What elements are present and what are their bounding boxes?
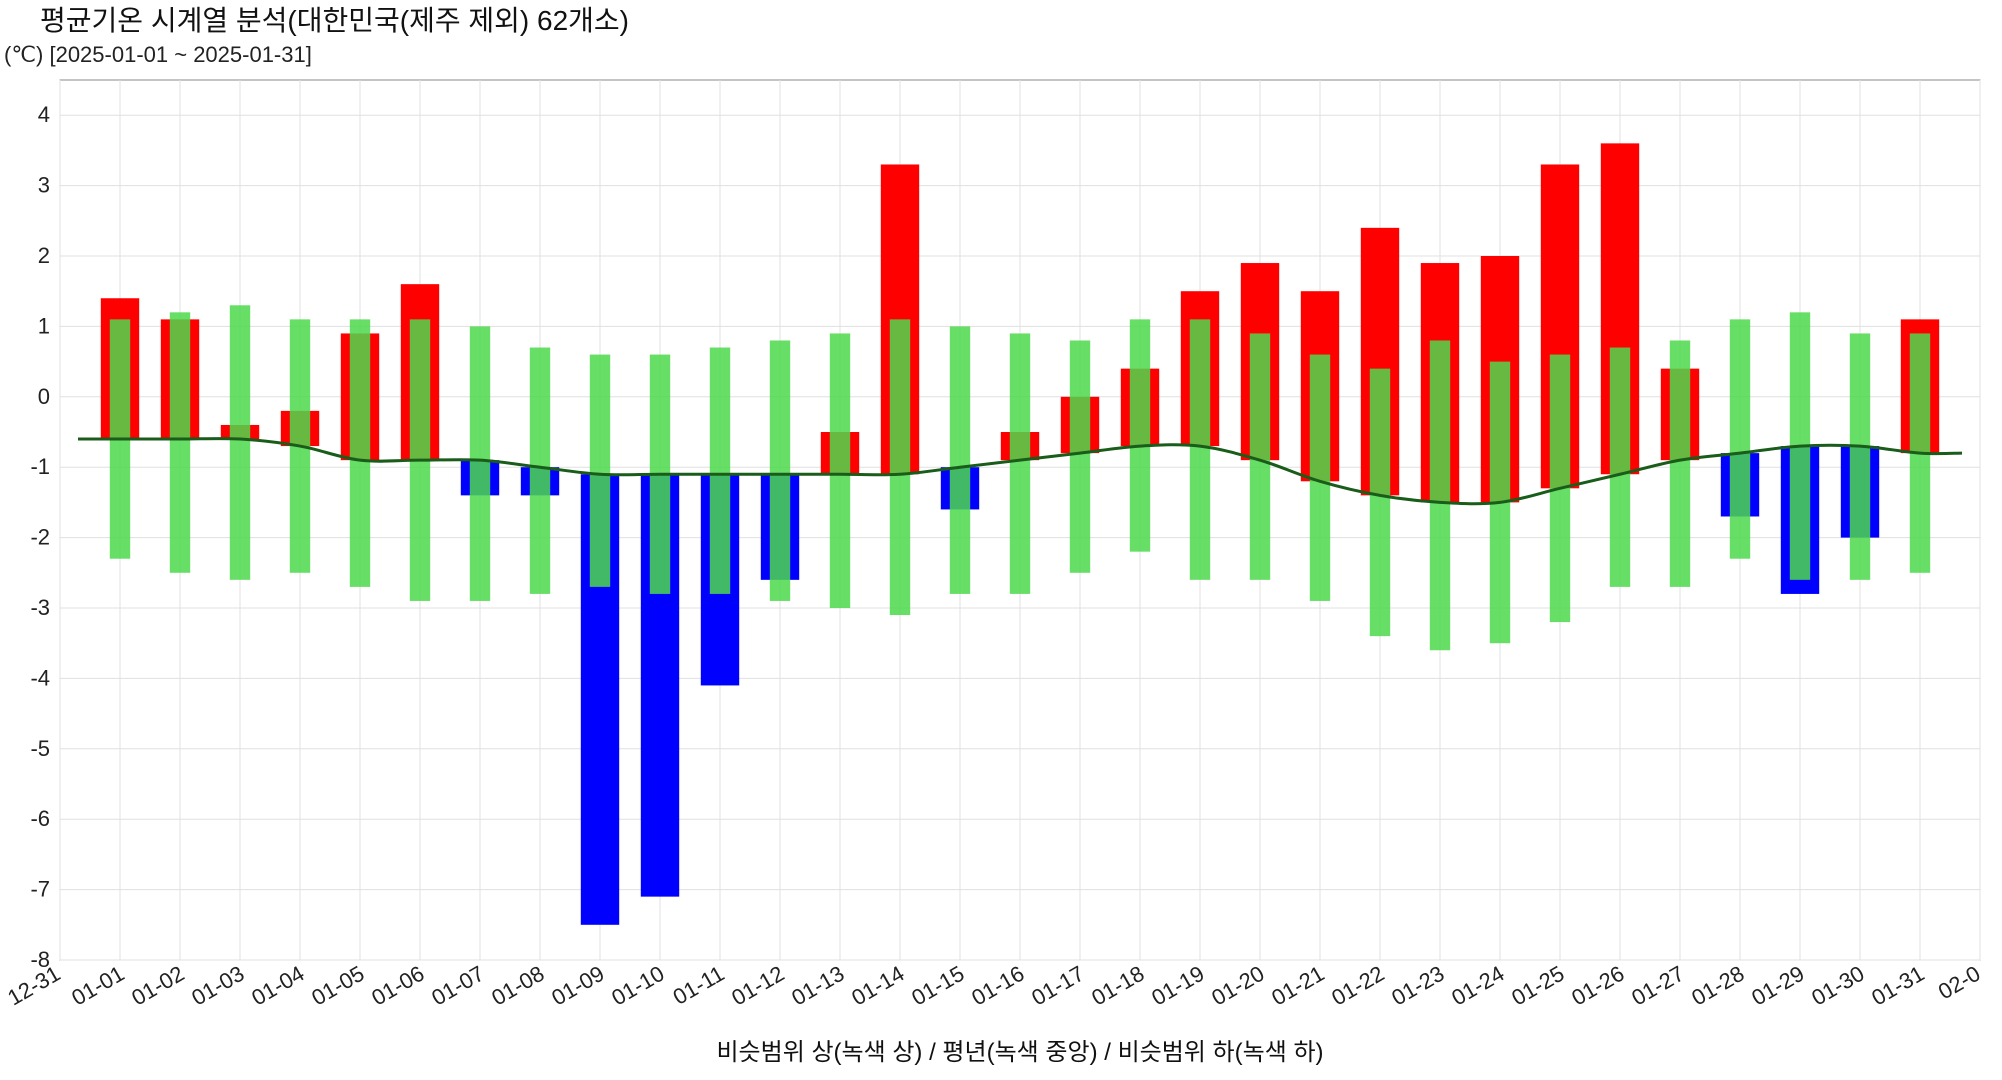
- y-tick-label: -5: [30, 736, 50, 761]
- range-bar: [1010, 333, 1030, 593]
- range-bar: [950, 326, 970, 594]
- range-bar: [830, 333, 850, 608]
- y-tick-label: 0: [38, 384, 50, 409]
- range-bar: [770, 340, 790, 600]
- range-bar: [1430, 340, 1450, 650]
- chart-svg: 평균기온 시계열 분석(대한민국(제주 제외) 62개소) (℃) [2025-0…: [0, 0, 2002, 1080]
- range-bar: [1730, 319, 1750, 558]
- y-tick-label: -6: [30, 806, 50, 831]
- y-tick-label: 1: [38, 313, 50, 338]
- range-bar: [350, 319, 370, 587]
- y-tick-label: 4: [38, 102, 50, 127]
- chart-title: 평균기온 시계열 분석(대한민국(제주 제외) 62개소): [40, 5, 629, 36]
- range-bar: [530, 348, 550, 594]
- y-tick-label: -2: [30, 525, 50, 550]
- range-bar: [1070, 340, 1090, 572]
- range-bar: [1670, 340, 1690, 586]
- range-bar: [1610, 348, 1630, 587]
- y-tick-label: -4: [30, 665, 50, 690]
- y-tick-label: -3: [30, 595, 50, 620]
- range-bar: [1190, 319, 1210, 579]
- chart-legend: 비슷범위 상(녹색 상) / 평년(녹색 중앙) / 비슷범위 하(녹색 하): [716, 1039, 1323, 1066]
- chart-subtitle: (℃) [2025-01-01 ~ 2025-01-31]: [4, 42, 312, 67]
- chart-container: 평균기온 시계열 분석(대한민국(제주 제외) 62개소) (℃) [2025-0…: [0, 0, 2002, 1080]
- range-bar: [230, 305, 250, 580]
- y-tick-label: -7: [30, 877, 50, 902]
- range-bar: [890, 319, 910, 615]
- range-bar: [470, 326, 490, 601]
- range-bar: [1130, 319, 1150, 551]
- range-bar: [590, 355, 610, 587]
- y-tick-label: 2: [38, 243, 50, 268]
- y-tick-label: -1: [30, 454, 50, 479]
- range-bar: [170, 312, 190, 572]
- range-bar: [710, 348, 730, 594]
- range-bar: [1850, 333, 1870, 579]
- range-bar: [1370, 369, 1390, 637]
- y-tick-label: 3: [38, 173, 50, 198]
